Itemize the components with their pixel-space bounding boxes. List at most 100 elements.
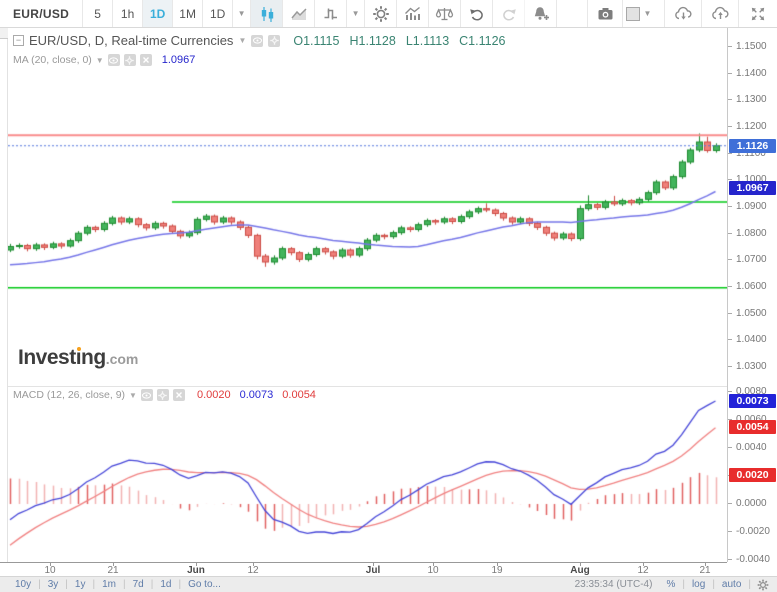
step-chart-icon[interactable] [315, 0, 347, 27]
chart-type-dropdown-caret[interactable]: ▼ [347, 0, 365, 27]
layout-dropdown-caret: ▼ [644, 9, 662, 18]
clock-utc-label[interactable]: 23:35:34 (UTC-4) [568, 579, 660, 590]
ma-label: MA (20, close, 0) [13, 54, 92, 66]
interval-dropdown-caret[interactable]: ▼ [233, 0, 251, 27]
price-axis-tick [728, 99, 732, 100]
range-button-3y[interactable]: 3y [41, 579, 66, 590]
add-alert-bell-icon[interactable] [525, 0, 557, 27]
price-axis-label: 1.0600 [736, 281, 767, 292]
bottom-toolbar: 10y|3y|1y|1m|7d|1d| Go to... 23:35:34 (U… [0, 576, 777, 592]
interval-button-1M-3[interactable]: 1M [173, 0, 203, 27]
price-axis-tick [728, 73, 732, 74]
chart-title: EUR/USD, D, Real-time Currencies [29, 33, 233, 48]
price-axis-tick [728, 286, 732, 287]
trading-chart-app: EUR/USD 51h1D1M1D ▼ ▼ [0, 0, 777, 592]
scale-button-%[interactable]: % [659, 579, 682, 590]
time-axis-label-Jun: Jun [187, 565, 205, 576]
time-axis-label-19: 19 [491, 565, 502, 576]
macd-axis-tick [728, 391, 732, 392]
macd-axis-tick [728, 447, 732, 448]
interval-button-5-0[interactable]: 5 [83, 0, 113, 27]
time-axis-label-Aug: Aug [570, 565, 589, 576]
price-axis-label: 1.0900 [736, 201, 767, 212]
price-axis-tick [728, 46, 732, 47]
interval-button-1D-2[interactable]: 1D [143, 0, 173, 27]
last-price-badge: 1.1126 [729, 139, 776, 153]
macd-badge-2: 0.0020 [729, 468, 776, 482]
settings-gear-icon[interactable] [365, 0, 397, 27]
macd-panel-canvas[interactable] [0, 386, 727, 563]
macd-eye-icon[interactable] [141, 389, 153, 401]
price-axis-label: 1.1500 [736, 41, 767, 52]
scale-button-group: %|log|auto| [659, 579, 751, 590]
indicators-icon[interactable] [397, 0, 429, 27]
series-settings-gear-icon[interactable] [268, 35, 280, 47]
macd-close-icon[interactable] [173, 389, 185, 401]
range-button-7d[interactable]: 7d [126, 579, 151, 590]
toolbar-spacer [557, 0, 587, 27]
load-chart-cloud-icon[interactable] [665, 0, 702, 27]
range-button-group: 10y|3y|1y|1m|7d|1d| [8, 579, 181, 590]
macd-value-2: 0.0054 [282, 389, 316, 401]
layout-template-button[interactable]: ▼ [623, 0, 665, 27]
ma-gear-icon[interactable] [124, 54, 136, 66]
range-button-10y[interactable]: 10y [8, 579, 38, 590]
compare-scales-icon[interactable] [429, 0, 461, 27]
macd-axis-tick [728, 559, 732, 560]
bottom-settings-gear-icon[interactable] [757, 579, 769, 591]
price-axis-tick [728, 126, 732, 127]
time-axis-label-Jul: Jul [366, 565, 380, 576]
left-toolbar-strip [0, 28, 8, 562]
price-axis-tick [728, 339, 732, 340]
ma-indicator-row: MA (20, close, 0) ▼ 1.0967 [13, 54, 195, 66]
price-axis-label: 1.1300 [736, 94, 767, 105]
range-button-1d[interactable]: 1d [153, 579, 178, 590]
ma-eye-icon[interactable] [108, 54, 120, 66]
macd-axis-label: 0.0000 [736, 498, 767, 509]
range-button-1y[interactable]: 1y [68, 579, 93, 590]
main-chart-canvas[interactable] [0, 28, 727, 386]
candlestick-chart-icon[interactable] [251, 0, 283, 27]
left-toolbar-toggle[interactable] [0, 28, 8, 39]
interval-button-1D-4[interactable]: 1D [203, 0, 233, 27]
price-axis-tick [728, 259, 732, 260]
screenshot-camera-icon[interactable] [587, 0, 623, 27]
scale-button-auto[interactable]: auto [715, 579, 748, 590]
price-axis-label: 1.0800 [736, 228, 767, 239]
macd-axis-tick [728, 503, 732, 504]
collapse-pane-icon[interactable]: − [13, 35, 24, 46]
interval-group: 51h1D1M1D [83, 0, 233, 27]
chart-area: − EUR/USD, D, Real-time Currencies ▼ O1.… [0, 28, 777, 576]
redo-icon[interactable] [493, 0, 525, 27]
ma-current-value: 1.0967 [162, 54, 196, 66]
price-axis-tick [728, 233, 732, 234]
time-axis[interactable]: 1021Jun12Jul1019Aug1221 [0, 562, 727, 576]
goto-button[interactable]: Go to... [181, 579, 228, 590]
ma-dropdown-caret[interactable]: ▼ [96, 56, 104, 65]
interval-button-1h-1[interactable]: 1h [113, 0, 143, 27]
macd-gear-icon[interactable] [157, 389, 169, 401]
ohlc-value-h: H1.1128 [349, 34, 395, 48]
price-axis-label: 1.1400 [736, 68, 767, 79]
macd-values: 0.00200.00730.0054 [197, 389, 316, 401]
time-axis-label-10: 10 [44, 565, 55, 576]
macd-axis-tick [728, 531, 732, 532]
main-chart-header: − EUR/USD, D, Real-time Currencies ▼ O1.… [13, 33, 506, 48]
title-dropdown-caret[interactable]: ▼ [238, 36, 246, 45]
save-chart-cloud-icon[interactable] [702, 0, 739, 27]
ohlc-values: O1.1115H1.1128L1.1113C1.1126 [293, 34, 505, 48]
undo-icon[interactable] [461, 0, 493, 27]
visibility-eye-icon[interactable] [251, 35, 263, 47]
range-button-1m[interactable]: 1m [95, 579, 123, 590]
fullscreen-icon[interactable] [739, 0, 777, 27]
price-axis[interactable]: 1.15001.14001.13001.12001.11001.10001.09… [727, 28, 777, 562]
macd-dropdown-caret[interactable]: ▼ [129, 391, 137, 400]
price-axis-label: 1.1200 [736, 121, 767, 132]
price-axis-tick [728, 206, 732, 207]
scale-button-log[interactable]: log [685, 579, 712, 590]
line-chart-icon[interactable] [283, 0, 315, 27]
time-axis-label-21: 21 [699, 565, 710, 576]
ma-close-icon[interactable] [140, 54, 152, 66]
symbol-button[interactable]: EUR/USD [0, 0, 83, 27]
investing-logo: Investıng.com [18, 346, 138, 370]
